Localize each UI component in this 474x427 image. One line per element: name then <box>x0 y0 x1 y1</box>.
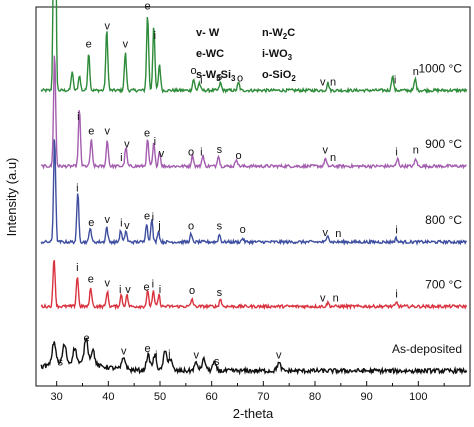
phase-marker: i <box>154 136 156 148</box>
phase-marker: v <box>320 76 326 88</box>
phase-marker: i <box>120 152 122 164</box>
phase-marker: o <box>191 65 197 77</box>
legend-entry: i-WO3 <box>262 48 293 62</box>
phase-marker: j <box>157 220 160 232</box>
phase-marker: i <box>120 218 122 230</box>
legend-entry: o-SiO2 <box>262 69 296 83</box>
phase-marker: i <box>395 147 397 159</box>
phase-legend: v- W n-W2C e-WC i-WO3 s-W5Si3 o-SiO2 <box>196 27 296 83</box>
phase-marker: e <box>144 282 150 294</box>
x-tick-label: 60 <box>206 391 218 403</box>
phase-marker: e <box>144 128 150 140</box>
x-tick-label: 80 <box>309 391 321 403</box>
phase-marker: i <box>200 147 202 159</box>
phase-marker: n <box>333 292 339 304</box>
phase-marker: s <box>217 287 223 299</box>
x-axis-title: 2-theta <box>233 406 274 421</box>
phase-marker: e <box>88 126 94 138</box>
phase-marker: n <box>335 228 341 240</box>
phase-marker: v <box>121 346 127 358</box>
phase-marker: i <box>77 111 79 123</box>
phase-marker: e <box>144 211 150 223</box>
phase-marker: v <box>193 349 199 361</box>
phase-marker: n <box>330 152 336 164</box>
phase-marker: v <box>123 39 129 51</box>
series-label-3: 700 °C <box>425 277 462 291</box>
phase-marker: e <box>145 1 151 13</box>
phase-marker: v <box>276 349 282 361</box>
phase-marker: o <box>188 147 194 159</box>
phase-marker: e <box>88 217 94 229</box>
phase-marker: v <box>124 220 130 232</box>
phase-marker: s <box>58 357 64 369</box>
series-label-4: As-deposited <box>392 342 462 356</box>
phase-marker: n <box>413 145 419 157</box>
phase-marker: e <box>86 39 92 51</box>
series-line-2 <box>40 139 468 246</box>
series-line-4 <box>40 337 468 376</box>
phase-marker: v <box>159 148 165 160</box>
series-line-0 <box>40 0 468 95</box>
plot-frame <box>35 6 471 387</box>
phase-marker: v <box>105 277 111 289</box>
phase-marker: v <box>105 126 111 138</box>
phase-marker: o <box>188 220 194 232</box>
x-tick-label: 30 <box>51 391 63 403</box>
legend-entry: v- W <box>196 27 220 39</box>
phase-markers: sevveioisovninieviveivoisovninieviveijos… <box>58 1 419 369</box>
phase-marker: s <box>217 220 223 232</box>
phase-marker: e <box>84 332 90 344</box>
legend-entry: s-W5Si3 <box>196 69 236 83</box>
phase-marker: e <box>88 274 94 286</box>
phase-marker: i <box>119 284 121 296</box>
phase-marker: o <box>189 285 195 297</box>
series-line-3 <box>40 260 468 311</box>
phase-marker: n <box>413 66 419 78</box>
x-tick-label: 70 <box>257 391 269 403</box>
phase-marker: v <box>323 227 329 239</box>
phase-marker: i <box>395 225 397 237</box>
phase-marker: v <box>105 214 111 226</box>
y-axis-title: Intensity (a.u) <box>4 158 19 237</box>
series-line-1 <box>40 55 467 171</box>
phase-marker: s <box>217 71 223 83</box>
phase-marker: i <box>395 289 397 301</box>
phase-marker: o <box>235 150 241 162</box>
phase-marker: i <box>152 278 154 290</box>
legend-entry: n-W2C <box>262 27 295 41</box>
x-tick-label: 90 <box>361 391 373 403</box>
phase-marker: i <box>76 183 78 195</box>
phase-marker: i <box>394 74 396 86</box>
phase-marker: i <box>159 284 161 296</box>
phase-marker: i <box>152 212 154 224</box>
legend-entry: e-WC <box>196 48 224 60</box>
phase-marker: i <box>155 350 157 362</box>
phase-marker: s <box>217 144 223 156</box>
series-label-1: 900 °C <box>425 137 462 151</box>
phase-marker: v <box>320 292 326 304</box>
temperature-labels: 1000 °C 900 °C 800 °C 700 °C As-deposited <box>392 61 462 355</box>
phase-marker: v <box>125 284 131 296</box>
phase-marker: v <box>323 145 329 157</box>
phase-marker: v <box>124 139 130 151</box>
x-tick-label: 40 <box>102 391 114 403</box>
phase-marker: e <box>145 343 151 355</box>
phase-marker: n <box>330 76 336 88</box>
phase-marker: i <box>200 74 202 86</box>
series-label-0: 1000 °C <box>419 61 463 75</box>
series-label-2: 800 °C <box>425 213 462 227</box>
phase-marker: v <box>105 21 111 33</box>
x-axis-ticks: 30 40 50 60 70 80 90 100 <box>51 381 445 403</box>
series-layer <box>40 0 468 376</box>
phase-marker: i <box>76 262 78 274</box>
phase-marker: s <box>214 356 220 368</box>
phase-marker: o <box>240 224 246 236</box>
phase-marker: j <box>167 349 170 361</box>
phase-marker: o <box>237 73 243 85</box>
phase-marker: i <box>154 30 156 42</box>
x-tick-label: 50 <box>154 391 166 403</box>
x-tick-label: 100 <box>409 391 427 403</box>
